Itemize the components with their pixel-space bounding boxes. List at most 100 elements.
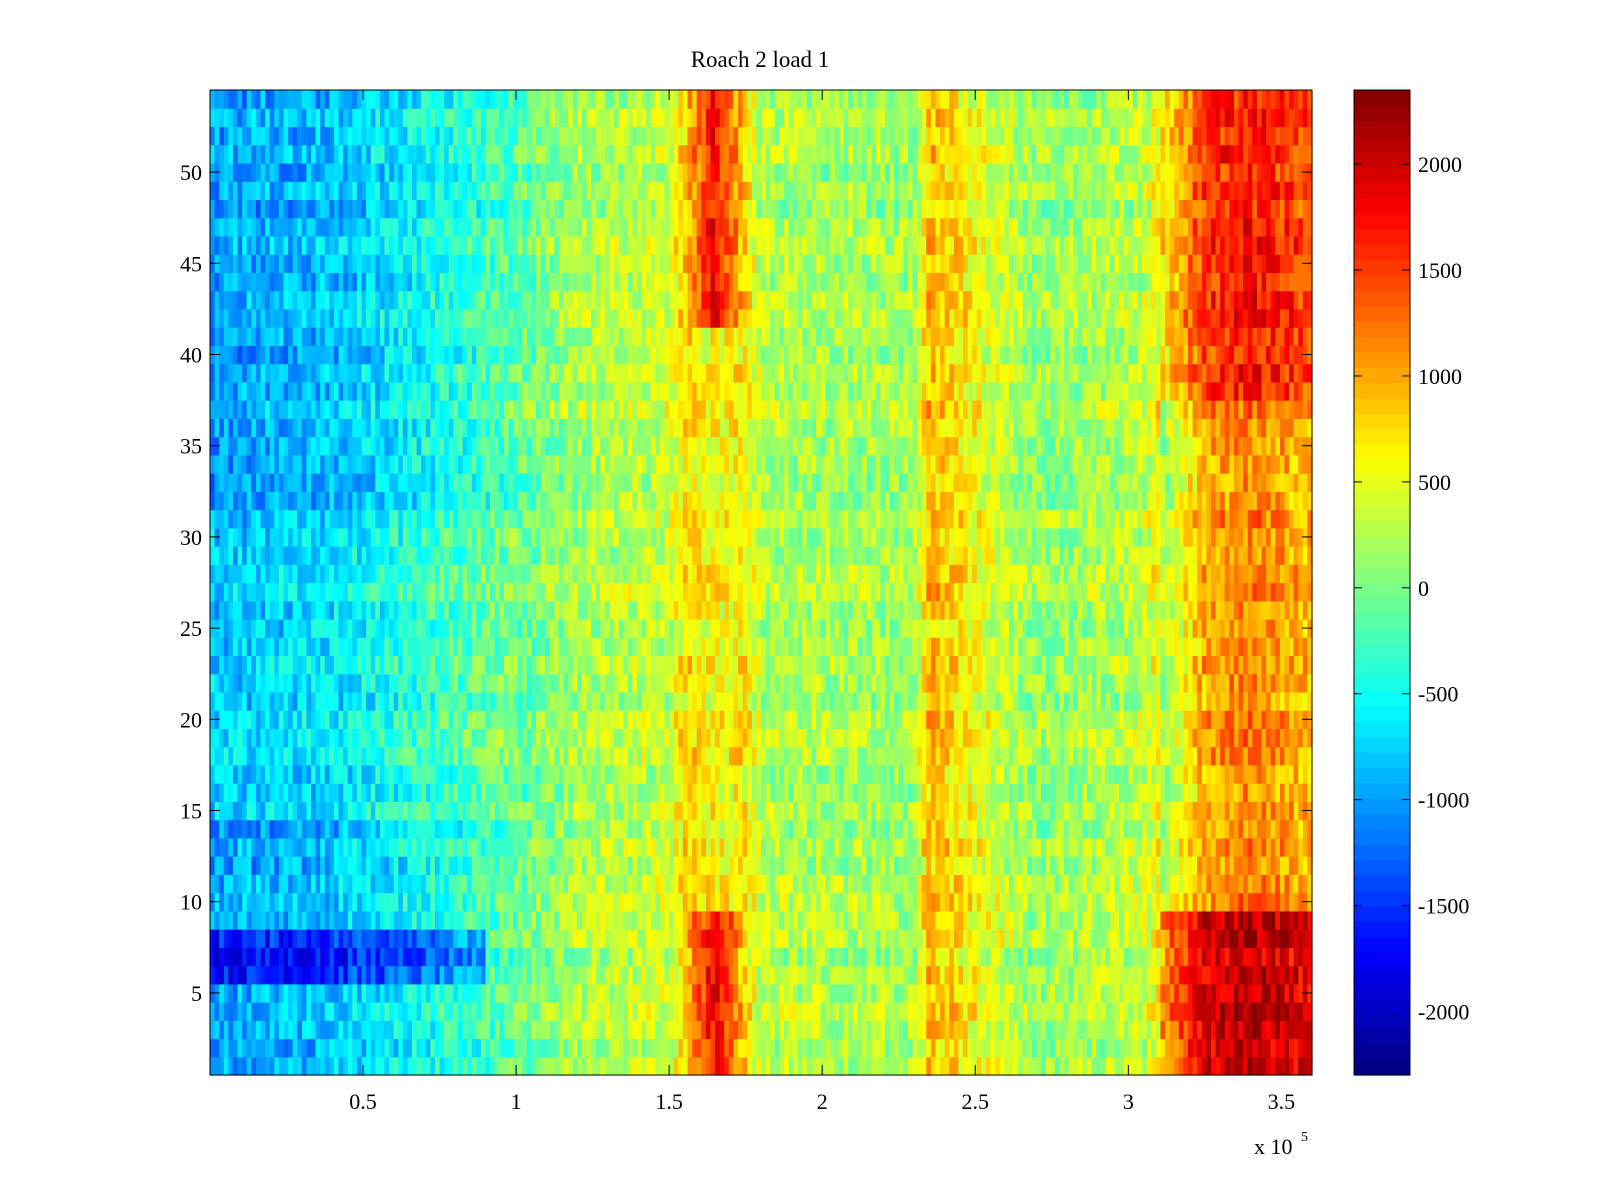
heatmap-cell	[857, 856, 863, 875]
heatmap-cell	[480, 837, 487, 857]
heatmap-cell	[907, 1056, 914, 1076]
heatmap-cell	[967, 837, 973, 857]
heatmap-cell	[623, 710, 629, 730]
heatmap-cell	[568, 691, 574, 711]
heatmap-cell	[1224, 856, 1230, 875]
heatmap-cell	[926, 1002, 932, 1021]
heatmap-cell	[875, 783, 881, 802]
heatmap-cell	[379, 874, 386, 894]
heatmap-cell	[650, 1020, 656, 1040]
heatmap-cell	[857, 1002, 863, 1021]
heatmap-cell	[1027, 929, 1033, 948]
heatmap-cell	[586, 764, 592, 784]
heatmap-cell	[1036, 910, 1042, 930]
heatmap-cell	[1031, 710, 1038, 730]
heatmap-cell	[430, 710, 436, 730]
heatmap-cell	[646, 856, 652, 875]
heatmap-cell	[1178, 892, 1185, 912]
heatmap-cell	[848, 837, 854, 857]
heatmap-cell	[664, 728, 670, 748]
heatmap-cell	[242, 929, 248, 948]
heatmap-cell	[1256, 1038, 1263, 1058]
heatmap-cell	[1289, 801, 1295, 821]
heatmap-cell	[292, 1056, 298, 1076]
heatmap-cell	[774, 691, 780, 711]
heatmap-cell	[412, 801, 418, 821]
heatmap-cell	[627, 965, 634, 985]
heatmap-cell	[297, 1002, 303, 1021]
heatmap-cell	[292, 728, 298, 748]
heatmap-cell	[1252, 874, 1258, 894]
heatmap-cell	[228, 892, 234, 912]
heatmap-cell	[816, 910, 822, 930]
heatmap-cell	[1289, 1056, 1295, 1076]
heatmap-cell	[917, 965, 923, 985]
heatmap-cell	[522, 965, 528, 985]
heatmap-cell	[917, 856, 923, 875]
heatmap-cell	[389, 1038, 395, 1058]
heatmap-cell	[301, 1020, 308, 1040]
heatmap-cell	[577, 710, 583, 730]
heatmap-cell	[687, 801, 693, 821]
heatmap-cell	[1096, 728, 1102, 748]
heatmap-cell	[705, 691, 712, 711]
heatmap-cell	[774, 710, 780, 730]
heatmap-cell	[563, 947, 569, 967]
heatmap-cell	[678, 892, 684, 912]
heatmap-cell	[531, 965, 537, 985]
heatmap-cell	[1256, 856, 1263, 875]
heatmap-cell	[866, 783, 872, 802]
heatmap-cell	[223, 1020, 229, 1040]
heatmap-cell	[1091, 1056, 1097, 1076]
heatmap-cell	[425, 929, 431, 948]
heatmap-cell	[862, 983, 868, 1003]
heatmap-cell	[1077, 746, 1084, 766]
heatmap-cell	[779, 910, 785, 930]
heatmap-cell	[1229, 764, 1235, 784]
heatmap-cell	[1165, 947, 1171, 967]
heatmap-cell	[1087, 837, 1093, 857]
heatmap-cell	[457, 764, 464, 784]
heatmap-cell	[508, 856, 514, 875]
heatmap-cell	[320, 1056, 326, 1076]
heatmap-cell	[1151, 710, 1157, 730]
heatmap-cell	[324, 710, 330, 730]
heatmap-cell	[866, 892, 872, 912]
heatmap-cell	[1045, 819, 1051, 839]
heatmap-cell	[255, 1056, 262, 1076]
heatmap-cell	[912, 947, 918, 967]
heatmap-cell	[1137, 1020, 1143, 1040]
heatmap-cell	[742, 910, 748, 930]
heatmap-cell	[1013, 728, 1019, 748]
heatmap-cell	[618, 764, 624, 784]
heatmap-cell	[228, 929, 234, 948]
heatmap-cell	[696, 728, 702, 748]
heatmap-cell	[990, 1020, 996, 1040]
heatmap-cell	[1266, 819, 1272, 839]
heatmap-cell	[715, 983, 721, 1003]
heatmap-cell	[522, 691, 528, 711]
heatmap-cell	[779, 764, 785, 784]
heatmap-cell	[1022, 983, 1028, 1003]
heatmap-cell	[1256, 947, 1263, 967]
heatmap-cell	[761, 947, 767, 967]
heatmap-cell	[499, 764, 505, 784]
heatmap-cell	[595, 801, 601, 821]
heatmap-cell	[756, 691, 762, 711]
heatmap-cell	[632, 983, 638, 1003]
heatmap-cell	[513, 710, 519, 730]
heatmap-cell	[338, 783, 344, 802]
heatmap-cell	[462, 1038, 468, 1058]
heatmap-cell	[903, 783, 909, 802]
heatmap-cell	[1119, 983, 1125, 1003]
heatmap-cell	[1132, 746, 1139, 766]
heatmap-cell	[1197, 1038, 1203, 1058]
heatmap-cell	[1087, 892, 1093, 912]
heatmap-cell	[265, 856, 271, 875]
heatmap-cell	[288, 783, 294, 802]
heatmap-cell	[719, 1002, 725, 1021]
heatmap-cell	[568, 728, 574, 748]
heatmap-cell	[503, 1020, 510, 1040]
heatmap-cell	[926, 965, 932, 985]
heatmap-cell	[852, 929, 859, 948]
